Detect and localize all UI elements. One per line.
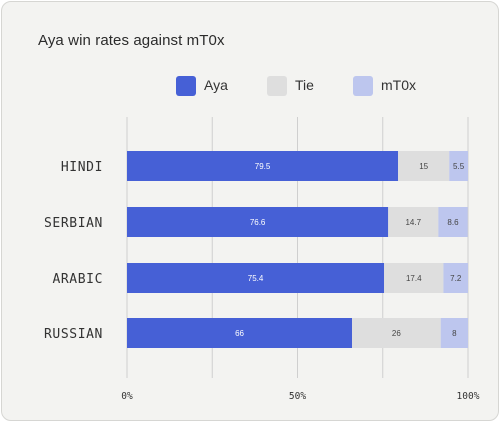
bar-tie-arabic — [384, 263, 444, 293]
bar-mt0x-serbian — [438, 207, 468, 237]
x-tick-label: 50% — [289, 391, 306, 402]
data-label-tie-hindi: 15 — [419, 162, 428, 171]
data-label-aya-hindi: 79.5 — [255, 162, 271, 171]
data-label-mt0x-hindi: 5.5 — [453, 162, 465, 171]
data-label-tie-russian: 26 — [392, 329, 401, 338]
data-label-aya-arabic: 75.4 — [248, 274, 264, 283]
legend-swatch-aya — [176, 76, 196, 96]
bar-tie-serbian — [388, 207, 439, 237]
bar-tie-hindi — [398, 151, 450, 181]
bar-aya-arabic — [127, 263, 385, 293]
legend-swatch-tie — [267, 76, 287, 96]
legend-label-tie: Tie — [295, 77, 314, 93]
data-label-aya-serbian: 76.6 — [250, 218, 266, 227]
bar-aya-hindi — [127, 151, 399, 181]
data-label-mt0x-serbian: 8.6 — [447, 218, 459, 227]
data-label-tie-arabic: 17.4 — [406, 274, 422, 283]
legend-label-mt0x: mT0x — [381, 77, 416, 93]
chart-title: Aya win rates against mT0x — [38, 32, 225, 49]
legend-label-aya: Aya — [204, 77, 228, 93]
data-label-aya-russian: 66 — [235, 329, 244, 338]
bar-tie-russian — [352, 318, 441, 348]
data-label-tie-serbian: 14.7 — [405, 218, 421, 227]
data-label-mt0x-arabic: 7.2 — [450, 274, 462, 283]
x-tick-label: 100% — [457, 391, 480, 402]
category-label-arabic: ARABIC — [52, 272, 103, 287]
bar-mt0x-arabic — [443, 263, 468, 293]
legend-swatch-mt0x — [353, 76, 373, 96]
bar-aya-serbian — [127, 207, 389, 237]
bar-aya-russian — [127, 318, 353, 348]
bar-mt0x-hindi — [449, 151, 468, 181]
x-tick-label: 0% — [121, 391, 133, 402]
category-label-russian: RUSSIAN — [44, 327, 103, 342]
category-label-serbian: SERBIAN — [44, 216, 103, 231]
category-label-hindi: HINDI — [61, 160, 103, 175]
bar-mt0x-russian — [440, 318, 468, 348]
data-label-mt0x-russian: 8 — [452, 329, 457, 338]
